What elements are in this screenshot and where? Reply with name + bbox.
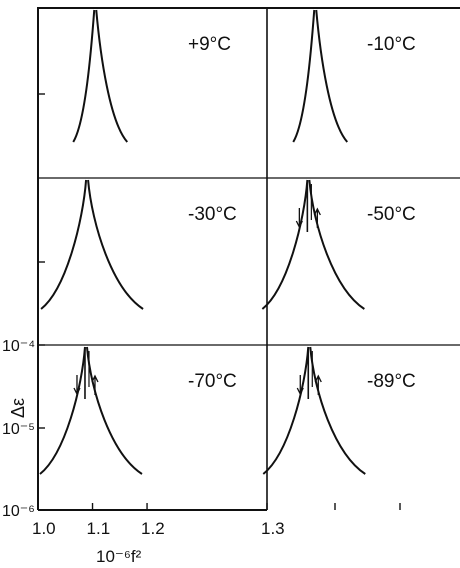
y-tick-label: 10⁻⁵ bbox=[2, 421, 35, 438]
arrow-down-icon bbox=[296, 375, 304, 396]
panel-frame bbox=[37, 7, 460, 511]
arrow-down-icon bbox=[295, 208, 303, 229]
curve-left bbox=[39, 346, 86, 475]
curve-right bbox=[85, 346, 143, 475]
frame-outline bbox=[37, 7, 460, 510]
panel-3: -30°C bbox=[40, 179, 237, 310]
curve-right bbox=[309, 346, 366, 475]
panel-2: -10°C bbox=[292, 9, 416, 143]
curve-left bbox=[40, 179, 88, 310]
panel-label: -30°C bbox=[188, 204, 237, 225]
panel-1: +9°C bbox=[72, 9, 231, 143]
x-tick-label: 1.3 bbox=[261, 519, 285, 538]
panel-label: -50°C bbox=[367, 204, 416, 225]
arrow-up-icon bbox=[313, 207, 321, 228]
arrow-down-icon bbox=[73, 375, 81, 396]
curve-right bbox=[87, 179, 144, 310]
panel-5: -70°C bbox=[39, 346, 237, 475]
x-axis-label: 10⁻⁶f² bbox=[96, 547, 142, 566]
y-tick-label: 10⁻⁴ bbox=[2, 338, 35, 355]
x-tick-label: 1.1 bbox=[87, 519, 111, 538]
panel-label: -70°C bbox=[188, 371, 237, 392]
x-tick-label: 1.0 bbox=[32, 519, 56, 538]
curve-left bbox=[262, 346, 310, 475]
panel-label: -89°C bbox=[367, 371, 416, 392]
panel-label: -10°C bbox=[367, 34, 416, 55]
panels: +9°C -10°C -30°C -50°C -70°C -89°C bbox=[39, 9, 416, 475]
arrow-up-icon bbox=[314, 374, 322, 395]
panel-6: -89°C bbox=[262, 346, 416, 475]
curve-right bbox=[95, 9, 129, 143]
y-tick-label: 10⁻⁶ bbox=[2, 503, 35, 520]
x-tick-label: 1.2 bbox=[141, 519, 165, 538]
y-axis-label: Δε bbox=[8, 398, 28, 418]
panel-4: -50°C bbox=[261, 179, 416, 310]
arrow-up-icon bbox=[91, 374, 99, 395]
panel-label: +9°C bbox=[188, 34, 231, 55]
curve-left bbox=[72, 9, 96, 143]
curve-left bbox=[261, 179, 309, 310]
axes: 1.0 1.1 1.2 1.3 10⁻⁴ 10⁻⁵ 10⁻⁶ Δε 10⁻⁶f² bbox=[2, 93, 401, 566]
curve-right bbox=[308, 179, 365, 310]
curve-right bbox=[315, 9, 349, 143]
curve-left bbox=[292, 9, 316, 143]
